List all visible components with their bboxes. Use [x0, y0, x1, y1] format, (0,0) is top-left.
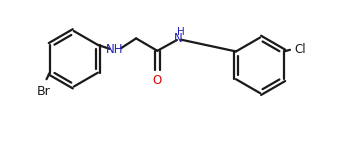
Text: O: O: [153, 74, 162, 87]
Text: N: N: [174, 32, 183, 45]
Text: Br: Br: [37, 85, 51, 98]
Text: NH: NH: [106, 43, 123, 56]
Text: Cl: Cl: [294, 43, 306, 56]
Text: H: H: [177, 27, 185, 37]
